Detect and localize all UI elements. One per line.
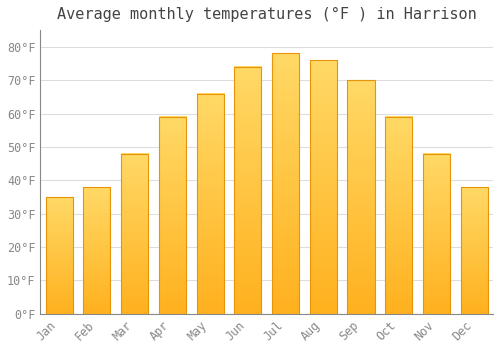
- Bar: [159, 117, 186, 314]
- Bar: [234, 67, 262, 314]
- Bar: [84, 187, 110, 314]
- Bar: [196, 93, 224, 314]
- Bar: [385, 117, 412, 314]
- Bar: [272, 54, 299, 314]
- Bar: [348, 80, 374, 314]
- Bar: [460, 187, 488, 314]
- Bar: [310, 60, 337, 314]
- Bar: [423, 154, 450, 314]
- Title: Average monthly temperatures (°F ) in Harrison: Average monthly temperatures (°F ) in Ha…: [57, 7, 476, 22]
- Bar: [46, 197, 73, 314]
- Bar: [121, 154, 148, 314]
